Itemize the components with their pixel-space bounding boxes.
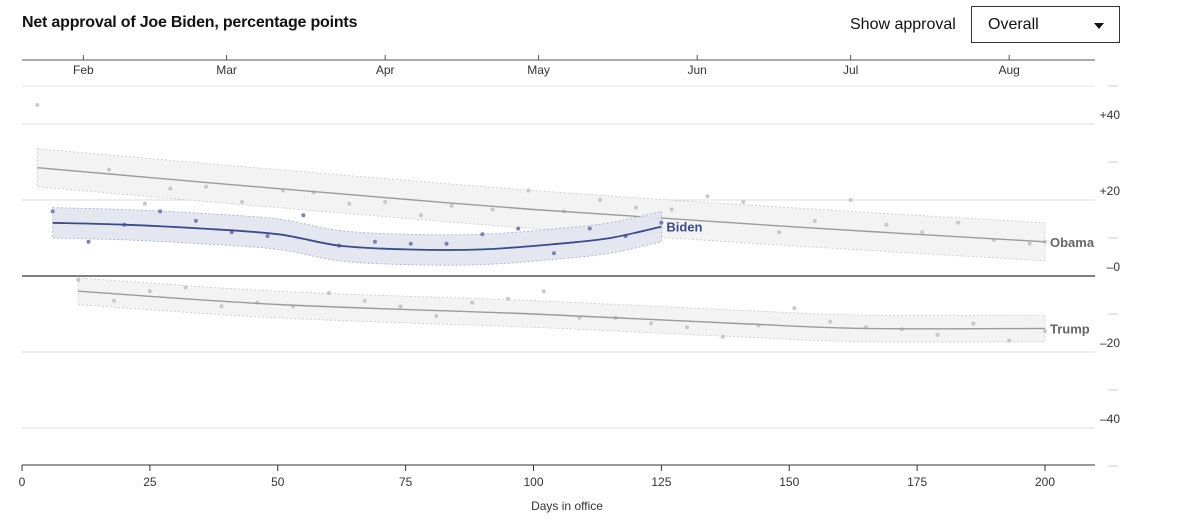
obama-poll-point (705, 194, 710, 199)
x-tick-label: 150 (779, 475, 799, 489)
trump-poll-point (147, 289, 152, 294)
obama-poll-point (168, 186, 173, 191)
month-tick-label: Feb (73, 63, 94, 77)
chart-title: Net approval of Joe Biden, percentage po… (22, 14, 358, 31)
biden-poll-point (551, 251, 556, 256)
select-value: Overall (988, 16, 1039, 33)
obama-poll-point (848, 198, 853, 202)
trump-trend-line (78, 290, 1046, 330)
biden-poll-point (158, 209, 163, 214)
trump-poll-point (649, 321, 654, 326)
obama-poll-point (669, 207, 674, 212)
trump-poll-point (326, 291, 331, 296)
obama-poll-point (239, 199, 244, 204)
obama-poll-point (526, 188, 531, 193)
obama-poll-point (741, 199, 746, 204)
x-tick-label: 200 (1035, 475, 1055, 489)
obama-poll-point (812, 218, 817, 223)
obama-poll-point (490, 207, 495, 212)
month-tick-label: Apr (376, 63, 395, 77)
trump-poll-point (828, 319, 833, 324)
x-tick-label: 100 (523, 475, 543, 489)
chevron-down-icon (1094, 23, 1104, 29)
trump-poll-point (183, 285, 188, 290)
obama-poll-point (920, 230, 925, 235)
trump-poll-point (684, 325, 689, 330)
obama-poll-point (597, 198, 602, 202)
trump-poll-point (505, 296, 510, 301)
trump-poll-point (1007, 338, 1012, 343)
obama-poll-point (777, 230, 782, 235)
biden-trend-line (52, 221, 662, 251)
trump-poll-point (434, 313, 439, 318)
biden-poll-point (86, 239, 91, 244)
x-tick-label: 175 (907, 475, 927, 489)
obama-poll-point (106, 167, 111, 172)
month-tick-label: Mar (216, 63, 237, 77)
biden-poll-point (408, 241, 413, 246)
obama-poll-point (1027, 241, 1032, 246)
trump-poll-point (219, 304, 224, 309)
y-tick-label: +20 (1100, 184, 1121, 198)
biden-poll-point (372, 239, 377, 244)
biden-poll-point (444, 241, 449, 246)
trump-poll-point (935, 332, 940, 337)
x-tick-label: 25 (143, 475, 157, 489)
trump-poll-point (362, 298, 367, 303)
biden-confidence-band (52, 207, 662, 266)
x-tick-label: 50 (271, 475, 285, 489)
y-tick-label: +40 (1100, 108, 1121, 122)
trump-confidence-band (77, 277, 1046, 343)
obama-poll-point (142, 201, 147, 206)
approval-type-select[interactable]: Overall (971, 6, 1120, 43)
trump-poll-point (470, 300, 475, 305)
trump-poll-point (112, 298, 117, 303)
obama-poll-point (418, 213, 423, 218)
biden-poll-point (587, 226, 592, 231)
biden-poll-point (265, 234, 270, 239)
obama-poll-point (35, 103, 40, 107)
y-tick-label: –0 (1107, 260, 1121, 274)
obama-poll-point (633, 205, 638, 210)
trump-poll-point (792, 306, 797, 311)
obama-trend-line (37, 167, 1046, 243)
show-approval-label: Show approval (850, 16, 956, 33)
biden-poll-point (193, 218, 198, 223)
y-tick-label: –20 (1100, 336, 1120, 350)
month-tick-label: Jul (843, 63, 858, 77)
obama-series-label: Obama (1050, 235, 1095, 250)
trump-poll-point (76, 277, 81, 282)
biden-poll-point (480, 232, 485, 237)
x-tick-label: 125 (651, 475, 671, 489)
obama-poll-point (347, 201, 352, 206)
obama-poll-point (383, 199, 388, 204)
biden-poll-point (516, 226, 521, 231)
x-tick-label: 75 (399, 475, 413, 489)
biden-poll-point (50, 209, 55, 214)
month-tick-label: Jun (688, 63, 707, 77)
trump-poll-point (1043, 329, 1047, 334)
obama-confidence-band (36, 148, 1046, 262)
trump-series-label: Trump (1050, 321, 1090, 336)
trump-poll-point (398, 304, 403, 309)
obama-poll-point (449, 203, 454, 208)
month-tick-label: Aug (999, 63, 1020, 77)
obama-poll-point (204, 184, 209, 189)
trump-poll-point (971, 321, 976, 326)
y-tick-label: –40 (1100, 412, 1120, 426)
biden-poll-point (301, 213, 306, 218)
biden-series-label: Biden (666, 220, 702, 235)
biden-poll-point (659, 220, 664, 225)
trump-poll-point (541, 289, 546, 294)
trump-poll-point (720, 334, 725, 339)
obama-poll-point (884, 222, 889, 227)
obama-poll-point (956, 220, 961, 225)
x-tick-label: 0 (19, 475, 26, 489)
month-tick-label: May (527, 63, 550, 77)
x-axis-label: Days in office (531, 499, 603, 513)
